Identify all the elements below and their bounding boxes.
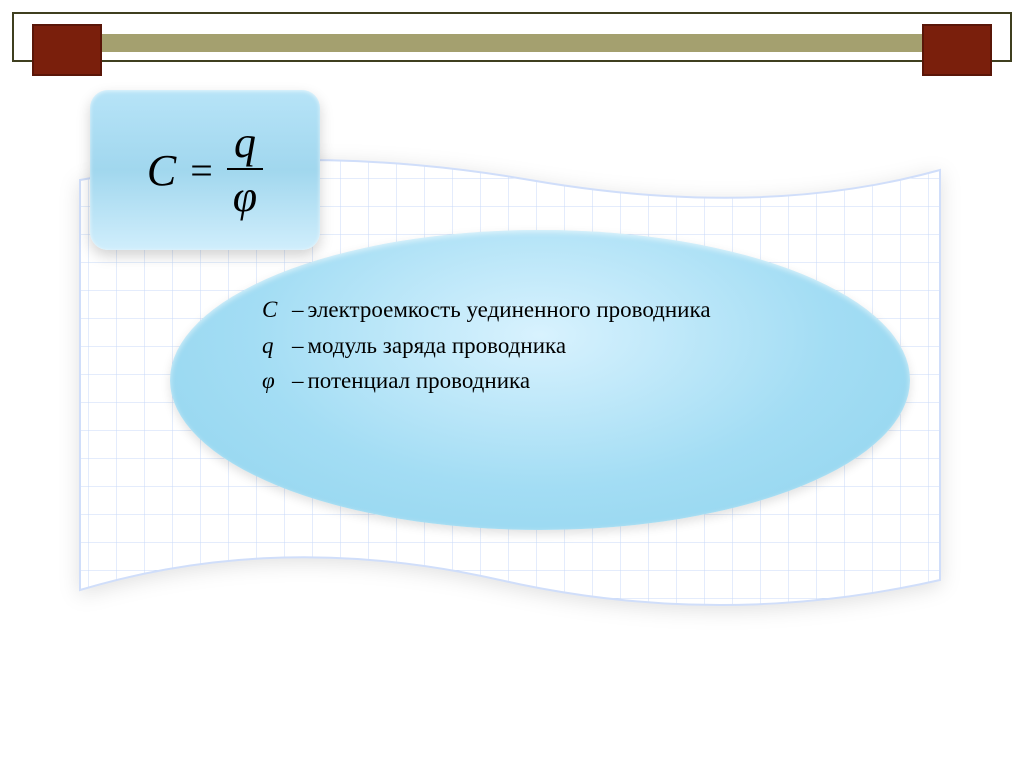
definition-symbol: C — [262, 292, 288, 328]
definition-dash: – — [288, 368, 308, 393]
definition-symbol: φ — [262, 363, 288, 399]
definition-dash: – — [288, 333, 308, 358]
brown-block-right — [922, 24, 992, 76]
definition-dash: – — [288, 297, 308, 322]
definitions-list: C–электроемкость уединенного проводника … — [262, 292, 902, 399]
definition-symbol: q — [262, 328, 288, 364]
definition-text: модуль заряда проводника — [308, 333, 567, 358]
definition-row: C–электроемкость уединенного проводника — [262, 292, 902, 328]
definition-row: q–модуль заряда проводника — [262, 328, 902, 364]
formula-numerator: q — [228, 120, 262, 168]
capacitance-formula: C = q φ — [147, 120, 263, 220]
formula-fraction: q φ — [227, 120, 263, 220]
definition-text: электроемкость уединенного проводника — [308, 297, 711, 322]
slide-top-border — [12, 12, 1012, 62]
formula-card: C = q φ — [90, 90, 320, 250]
formula-equals: = — [190, 147, 213, 194]
definition-text: потенциал проводника — [308, 368, 531, 393]
brown-block-left — [32, 24, 102, 76]
formula-lhs: C — [147, 145, 176, 196]
formula-denominator: φ — [227, 168, 263, 220]
khaki-bar — [76, 34, 948, 52]
definition-row: φ–потенциал проводника — [262, 363, 902, 399]
